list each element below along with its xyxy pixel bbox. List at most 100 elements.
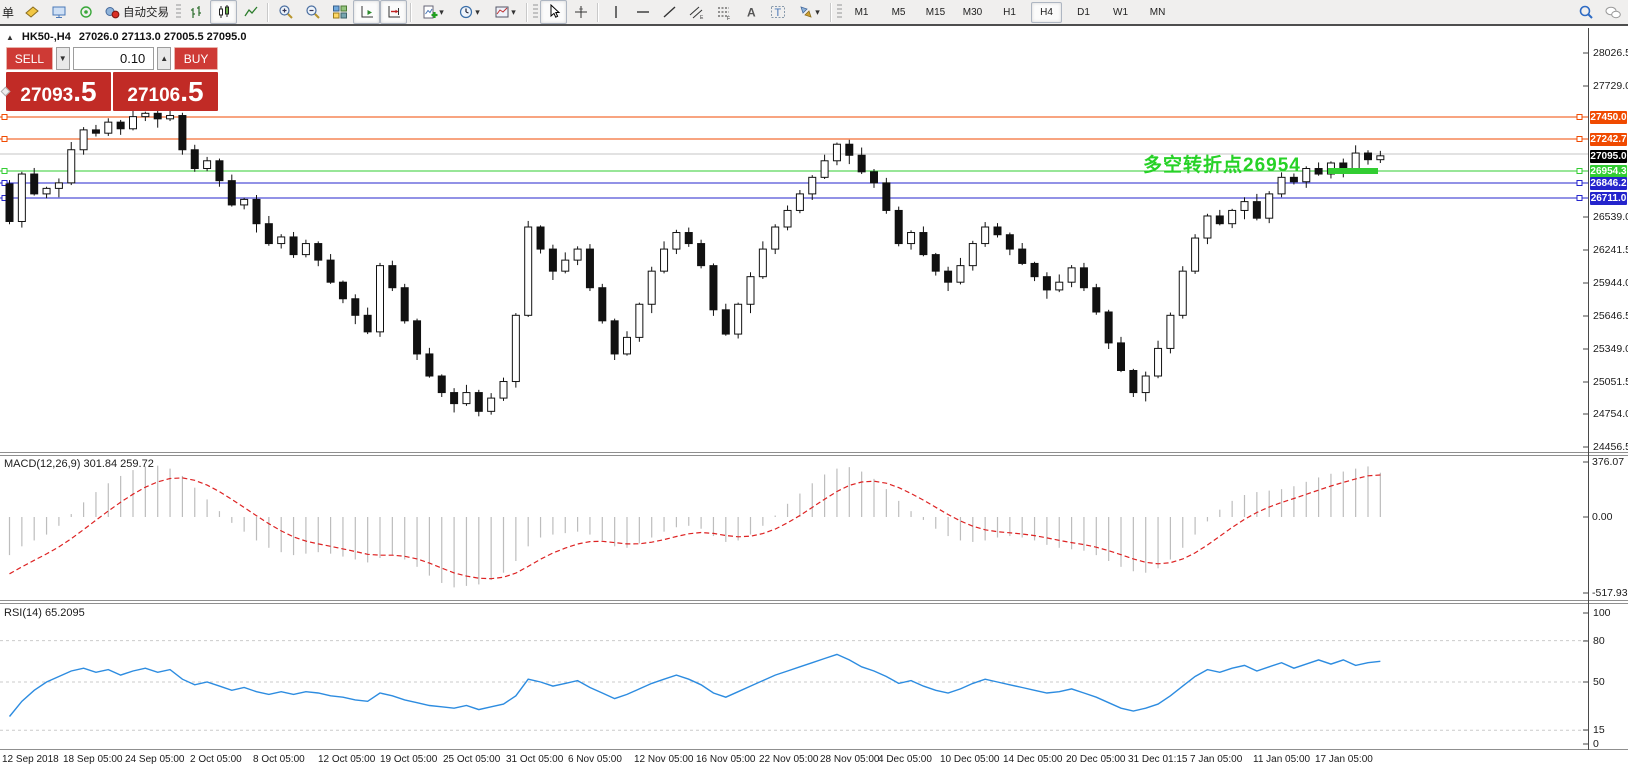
auto-scroll-button[interactable] [353, 0, 381, 24]
vertical-line-icon [614, 6, 617, 18]
periods-button[interactable]: ▾ [451, 0, 487, 24]
timeframe-button-m30[interactable]: M30 [962, 6, 983, 18]
search-button[interactable] [1572, 0, 1599, 24]
timeframe-button-m5[interactable]: M5 [891, 6, 906, 18]
timeframe-button-w1[interactable]: W1 [1113, 6, 1129, 18]
zoom-in-icon [278, 5, 293, 19]
volume-increase-button[interactable]: ▲ [157, 47, 172, 70]
chart-plot-area[interactable] [0, 28, 1588, 775]
chart-shift-button[interactable] [380, 0, 408, 24]
publisher-icon[interactable] [45, 0, 72, 24]
rsi-axis-label: 80 [1593, 635, 1605, 647]
text-tool-button[interactable]: A [737, 0, 764, 24]
price-axis-label: 25051.5 [1593, 376, 1628, 388]
trendline-tool-button[interactable] [656, 0, 683, 24]
svg-text:T: T [774, 7, 781, 19]
chart-title: ▲ HK50-,H4 27026.0 27113.0 27005.5 27095… [6, 31, 246, 43]
search-icon [1579, 5, 1593, 19]
rsi-axis-label: 100 [1593, 607, 1611, 619]
time-axis-label: 7 Jan 05:00 [1190, 754, 1243, 765]
time-axis-label: 11 Jan 05:00 [1253, 754, 1311, 765]
panel-collapse-icon[interactable]: ▲ [6, 32, 14, 42]
signals-icon[interactable] [72, 0, 99, 24]
price-axis-line [1588, 28, 1589, 750]
templates-button[interactable]: ▾ [487, 0, 523, 24]
buy-price-box[interactable]: 27106 .5 [113, 72, 218, 111]
orders-icon[interactable] [18, 0, 45, 24]
macd-axis-label: -517.93 [1592, 587, 1628, 599]
autotrading-label: 自动交易 [123, 7, 170, 19]
pane-divider[interactable] [0, 600, 1628, 604]
channel-tool-button[interactable]: E [683, 0, 710, 24]
arrows-tool-button[interactable]: ▾ [791, 0, 827, 24]
buy-price-main: 27106 [127, 84, 181, 106]
volume-input[interactable]: 0.10 [72, 47, 155, 70]
time-axis-label: 25 Oct 05:00 [443, 754, 501, 765]
sell-price-box[interactable]: 27093 .5 [6, 72, 111, 111]
svg-text:A: A [747, 6, 756, 20]
indicators-button[interactable]: ▾ [415, 0, 451, 24]
cursor-tool-button[interactable] [540, 0, 568, 24]
toolbar-separator [830, 2, 833, 22]
time-axis-label: 28 Nov 05:00 [820, 754, 880, 765]
time-axis-label: 12 Nov 05:00 [634, 754, 694, 765]
svg-text:E: E [700, 15, 704, 20]
chart-shift-icon [388, 6, 400, 18]
timeframe-button-d1[interactable]: D1 [1077, 6, 1090, 18]
buy-button[interactable]: BUY [174, 47, 218, 70]
line-chart-type-button[interactable] [237, 0, 264, 24]
price-axis-label: 25646.5 [1593, 310, 1628, 322]
template-icon [495, 6, 509, 18]
timeframe-button-m1[interactable]: M1 [854, 6, 869, 18]
time-axis-label: 17 Jan 05:00 [1315, 754, 1373, 765]
sell-price-fraction: .5 [73, 75, 97, 107]
timeframe-button-m15[interactable]: M15 [925, 6, 946, 18]
pane-divider[interactable] [0, 452, 1628, 456]
chat-bubbles-icon [1605, 6, 1621, 19]
crosshair-tool-button[interactable] [567, 0, 594, 24]
trendline-icon [663, 6, 675, 18]
sell-price-main: 27093 [20, 84, 74, 106]
time-axis-label: 6 Nov 05:00 [568, 754, 622, 765]
time-axis-label: 31 Oct 05:00 [506, 754, 564, 765]
text-label-icon: T [770, 6, 785, 19]
rsi-axis-label: 0 [1593, 738, 1599, 750]
autotrading-button[interactable]: 自动交易 [99, 0, 174, 24]
bar-chart-type-button[interactable] [183, 0, 210, 24]
horizontal-line-tool-button[interactable] [629, 0, 656, 24]
fibonacci-tool-button[interactable]: F [710, 0, 737, 24]
sell-button[interactable]: SELL [6, 47, 53, 70]
crosshair-icon [574, 6, 587, 18]
vertical-line-tool-button[interactable] [602, 0, 629, 24]
time-axis-label: 10 Dec 05:00 [940, 754, 1000, 765]
macd-axis-label: 376.07 [1592, 456, 1625, 468]
dropdown-caret-icon: ▾ [511, 6, 516, 17]
text-label-tool-button[interactable]: T [764, 0, 791, 24]
fibonacci-icon: F [717, 7, 730, 20]
toolbar: 单 自动交易 ▾ ▾ ▾ E F A T ▾ M1 M5 M15 M30 H1 H4 D1 W… [0, 0, 1628, 26]
time-axis-label: 20 Dec 05:00 [1066, 754, 1126, 765]
candlestick-chart-type-button[interactable] [210, 0, 238, 24]
new-order-button[interactable]: 单 [2, 5, 15, 20]
timeframe-group: M1 M5 M15 M30 H1 H4 D1 W1 MN [846, 1, 1173, 23]
timeframe-button-h4[interactable]: H4 [1031, 1, 1063, 23]
timeframe-button-h1[interactable]: H1 [1003, 6, 1016, 18]
cursor-icon [550, 4, 560, 18]
toolbar-separator [526, 2, 529, 22]
chat-button[interactable] [1599, 0, 1626, 24]
zoom-out-button[interactable] [299, 0, 326, 24]
tile-windows-button[interactable] [326, 0, 353, 24]
time-axis-label: 8 Oct 05:00 [253, 754, 305, 765]
price-line-label: 27242.7 [1590, 132, 1627, 146]
candlestick-icon [218, 5, 229, 18]
line-chart-icon [243, 6, 258, 17]
price-line-label: 26846.2 [1590, 176, 1627, 190]
timeframe-button-mn[interactable]: MN [1149, 6, 1166, 18]
time-axis-label: 12 Oct 05:00 [318, 754, 376, 765]
current-price-label: 27095.0 [1590, 149, 1627, 163]
zoom-in-button[interactable] [272, 0, 299, 24]
time-axis-label: 2 Oct 05:00 [190, 754, 242, 765]
volume-decrease-button[interactable]: ▼ [55, 47, 70, 70]
rsi-axis-label: 50 [1593, 676, 1605, 688]
time-axis-label: 31 Dec 01:15 [1128, 754, 1188, 765]
